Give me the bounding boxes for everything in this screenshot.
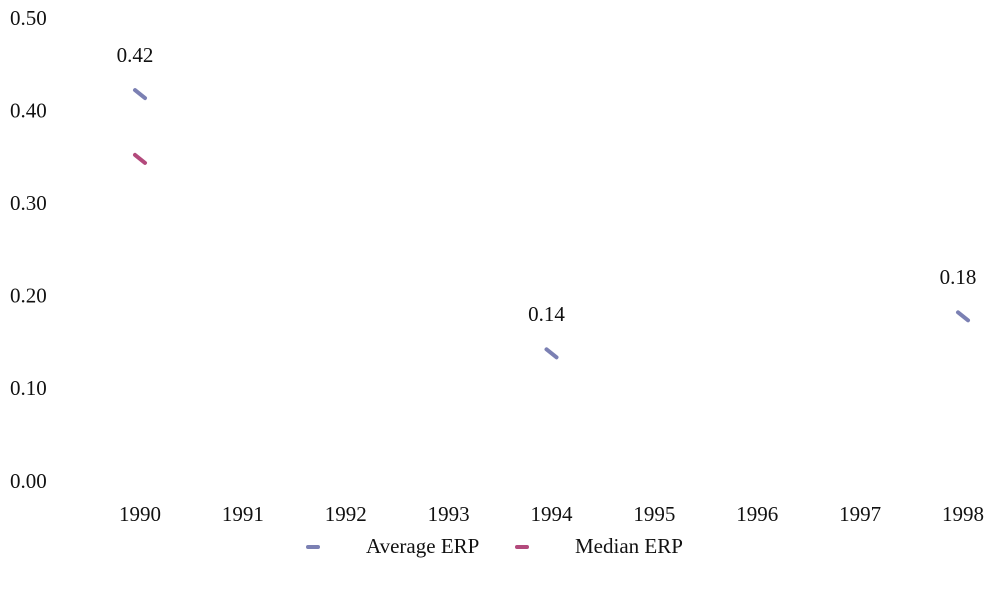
x-tick-label: 1998 <box>942 502 984 526</box>
x-tick-label: 1997 <box>839 502 881 526</box>
point-marker <box>544 347 559 360</box>
data-label: 0.14 <box>528 302 565 326</box>
x-tick-label: 1992 <box>325 502 367 526</box>
y-tick-label: 0.40 <box>10 98 47 122</box>
x-tick-label: 1993 <box>428 502 470 526</box>
x-tick-label: 1990 <box>119 502 161 526</box>
x-tick-label: 1994 <box>531 502 574 526</box>
point-marker <box>956 310 970 323</box>
data-label: 0.18 <box>940 265 977 289</box>
y-tick-label: 0.10 <box>10 376 47 400</box>
x-tick-label: 1991 <box>222 502 264 526</box>
legend-label: Average ERP <box>366 534 479 558</box>
data-label: 0.42 <box>117 43 154 67</box>
y-tick-label: 0.20 <box>10 284 47 308</box>
y-tick-label: 0.00 <box>10 469 47 493</box>
x-tick-label: 1995 <box>633 502 675 526</box>
y-tick-label: 0.50 <box>10 6 47 30</box>
x-tick-label: 1996 <box>736 502 778 526</box>
point-marker <box>133 152 147 165</box>
y-tick-label: 0.30 <box>10 191 47 215</box>
point-marker <box>133 88 147 101</box>
legend-label: Median ERP <box>575 534 683 558</box>
